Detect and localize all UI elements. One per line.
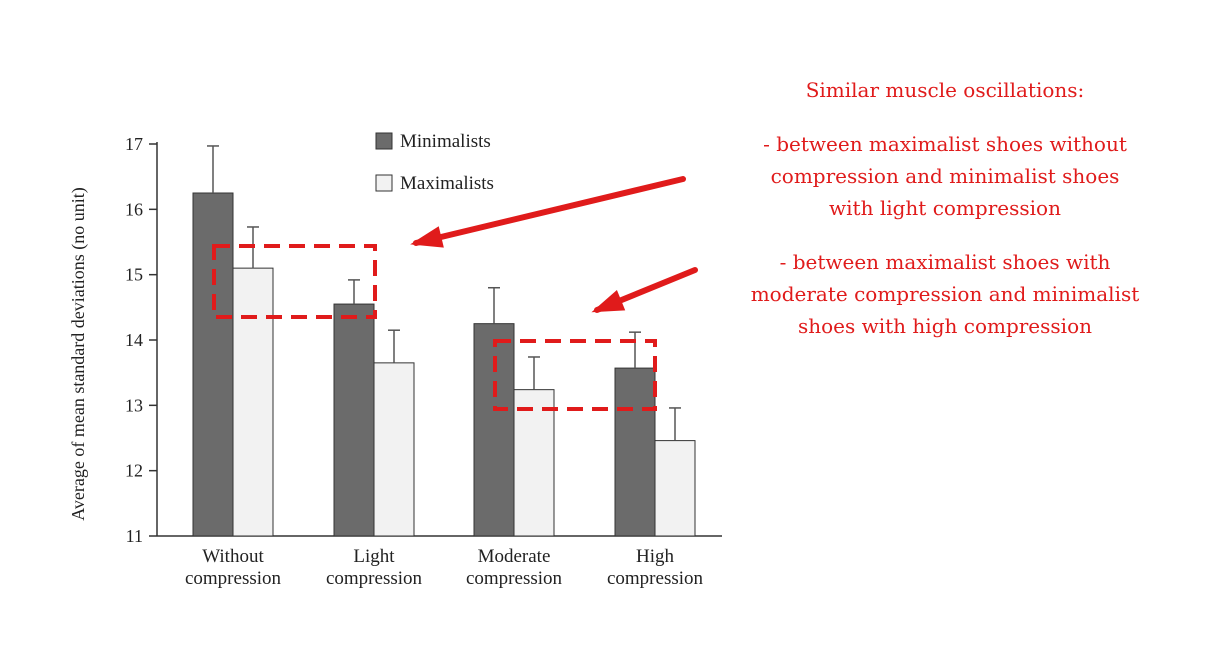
y-tick-label: 13	[125, 395, 143, 415]
y-tick-label: 17	[125, 134, 143, 154]
annotation-overlay	[212, 176, 698, 411]
x-tick-label: Light compression	[326, 546, 423, 589]
annotation-line: compression and minimalist shoes	[770, 164, 1120, 188]
annotation-block: Similar muscle oscillations: - between m…	[720, 74, 1170, 364]
bar-minimalists-3	[473, 323, 515, 537]
x-tick-label-line: compression	[466, 568, 563, 589]
bar-minimalists-4	[614, 367, 656, 537]
y-tick-label: 14	[125, 330, 143, 350]
y-tick-label: 15	[125, 265, 143, 285]
annotation-line: - between maximalist shoes with	[779, 250, 1111, 274]
annotation-item-2: - between maximalist shoes with moderate…	[720, 246, 1170, 342]
annotation-line: moderate compression and minimalist	[750, 282, 1140, 306]
x-tick-label-line: compression	[326, 568, 423, 589]
y-tick-label: 16	[125, 199, 143, 219]
x-tick-label: Moderate compression	[466, 546, 563, 589]
x-tick-label-line: compression	[607, 568, 704, 589]
x-tick-label-line: High	[636, 546, 675, 567]
legend-label-maximalists: Maximalists	[400, 173, 494, 194]
bar-maximalists-1	[232, 267, 274, 537]
bar-maximalists-2	[373, 362, 415, 537]
arrow-2-head	[591, 289, 626, 313]
annotation-item-1: - between maximalist shoes without compr…	[720, 128, 1170, 224]
highlight-box-1	[212, 244, 377, 319]
annotation-line: with light compression	[829, 196, 1061, 220]
highlight-box-2	[493, 339, 657, 411]
bar-minimalists-2	[333, 303, 375, 537]
arrow-1-head	[410, 226, 444, 248]
y-axis-label: Average of mean standard deviations (no …	[68, 187, 89, 521]
legend-swatch-maximalists	[375, 174, 393, 192]
y-tick-label: 11	[126, 526, 143, 546]
arrow-1-shaft	[413, 176, 686, 246]
annotation-line: shoes with high compression	[797, 314, 1092, 338]
bar-maximalists-3	[513, 389, 555, 537]
x-tick-label: Without compression	[185, 546, 282, 589]
x-tick-label-line: Moderate	[478, 546, 551, 567]
bar-maximalists-4	[654, 440, 696, 537]
x-tick-label: High compression	[607, 546, 704, 589]
x-tick-label-line: Without	[202, 546, 264, 567]
y-tick-label: 12	[125, 461, 143, 481]
annotation-title: Similar muscle oscillations:	[805, 78, 1085, 102]
x-tick-label-line: compression	[185, 568, 282, 589]
legend-label-minimalists: Minimalists	[400, 131, 491, 152]
legend-swatch-minimalists	[375, 132, 393, 150]
x-tick-label-line: Light	[353, 546, 395, 567]
annotation-line: - between maximalist shoes without	[763, 132, 1127, 156]
plot-area: 11 12 13 14 15 16 17 Average of mean standard d…	[68, 131, 722, 589]
